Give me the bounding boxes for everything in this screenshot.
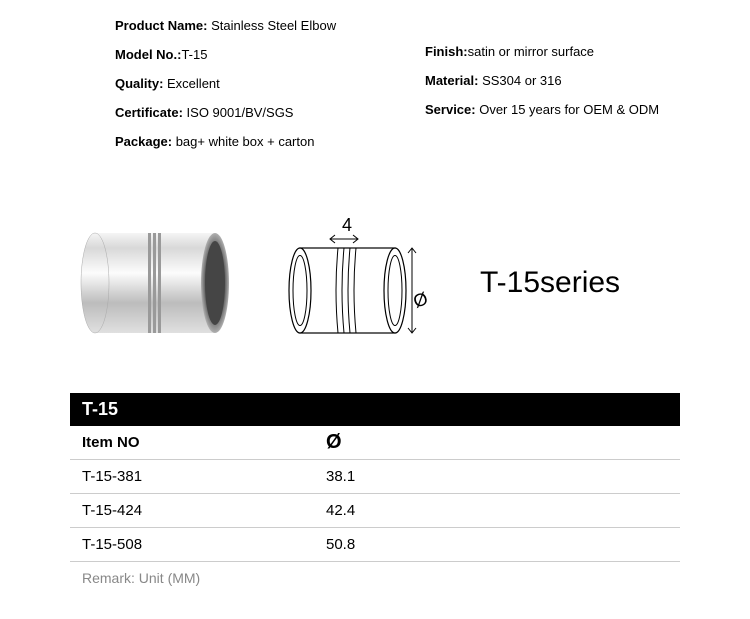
cell-item-no: T-15-508 [70, 528, 314, 562]
spec-label: Package: [115, 134, 176, 149]
cell-item-no: T-15-381 [70, 460, 314, 494]
spec-value: bag+ white box + carton [176, 134, 315, 149]
cell-item-no: T-15-424 [70, 494, 314, 528]
spec-value: T-15 [181, 47, 207, 62]
product-photo [70, 213, 240, 353]
spec-value: satin or mirror surface [468, 44, 594, 59]
col-item-no: Item NO [70, 426, 314, 460]
spec-value: Stainless Steel Elbow [211, 18, 336, 33]
spec-value: Excellent [167, 76, 220, 91]
size-table-section: T-15 Item NO Ø T-15-381 38.1 T-15-424 42… [70, 393, 680, 594]
table-row: T-15-381 38.1 [70, 460, 680, 494]
table-header-row: Item NO Ø [70, 426, 680, 460]
spec-certificate: Certificate: ISO 9001/BV/SGS [115, 105, 425, 120]
technical-drawing: 4 Ø [280, 213, 430, 353]
spec-quality: Quality: Excellent [115, 76, 425, 91]
spec-label: Material: [425, 73, 482, 88]
spec-label: Finish: [425, 44, 468, 59]
dimension-4-label: 4 [342, 215, 352, 235]
table-remark: Remark: Unit (MM) [70, 562, 680, 594]
spec-package: Package: bag+ white box + carton [115, 134, 425, 149]
spec-value: Over 15 years for OEM & ODM [479, 102, 659, 117]
spec-label: Certificate: [115, 105, 187, 120]
size-table: Item NO Ø T-15-381 38.1 T-15-424 42.4 T-… [70, 426, 680, 562]
specs-left-column: Product Name: Stainless Steel Elbow Mode… [115, 18, 425, 163]
table-row: T-15-424 42.4 [70, 494, 680, 528]
spec-label: Service: [425, 102, 479, 117]
col-diameter: Ø [314, 426, 680, 460]
table-row: T-15-508 50.8 [70, 528, 680, 562]
specs-section: Product Name: Stainless Steel Elbow Mode… [0, 0, 750, 163]
spec-service: Service: Over 15 years for OEM & ODM [425, 102, 659, 117]
spec-product-name: Product Name: Stainless Steel Elbow [115, 18, 425, 33]
spec-finish: Finish:satin or mirror surface [425, 44, 659, 59]
diameter-symbol: Ø [411, 288, 430, 312]
elbow-photo-icon [70, 213, 240, 353]
spec-label: Product Name: [115, 18, 211, 33]
cell-diameter: 38.1 [314, 460, 680, 494]
figure-section: 4 Ø T-15series [0, 213, 750, 353]
spec-label: Model No.: [115, 47, 181, 62]
spec-model-no: Model No.:T-15 [115, 47, 425, 62]
spec-value: ISO 9001/BV/SGS [187, 105, 294, 120]
spec-value: SS304 or 316 [482, 73, 562, 88]
spec-label: Quality: [115, 76, 167, 91]
specs-right-column: Finish:satin or mirror surface Material:… [425, 18, 659, 163]
cell-diameter: 50.8 [314, 528, 680, 562]
spec-material: Material: SS304 or 316 [425, 73, 659, 88]
series-title: T-15series [480, 266, 620, 300]
cell-diameter: 42.4 [314, 494, 680, 528]
table-title: T-15 [70, 393, 680, 426]
elbow-drawing-icon: 4 Ø [280, 213, 430, 353]
